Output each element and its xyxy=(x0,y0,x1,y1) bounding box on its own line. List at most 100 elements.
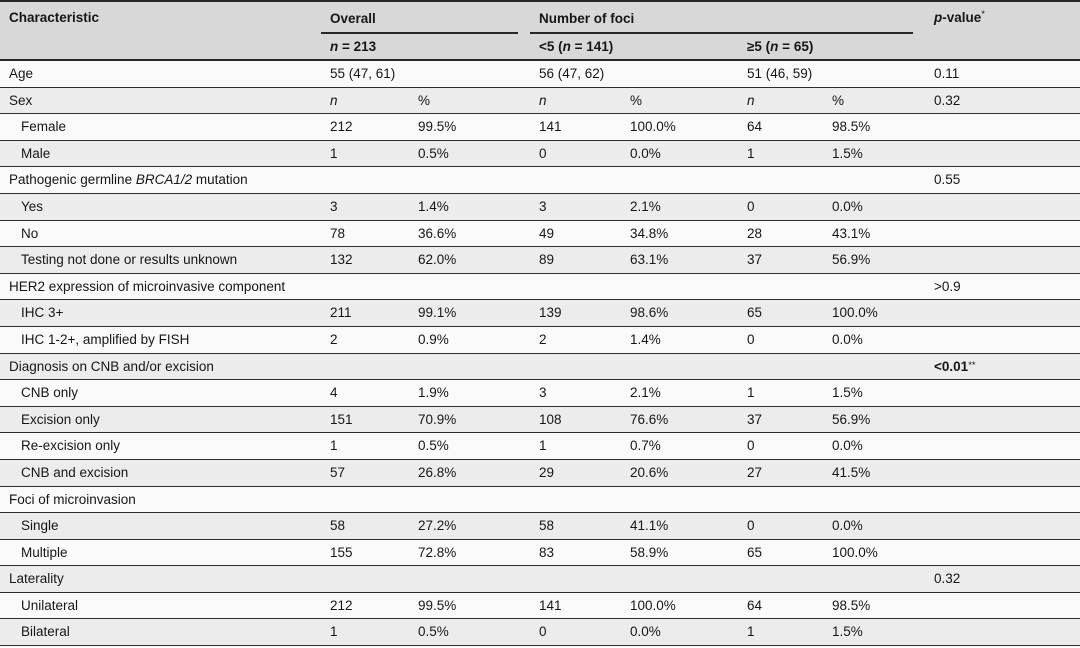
n-cell: 57 xyxy=(321,459,409,487)
text-fragment: Female xyxy=(21,119,67,135)
row-label: IHC 1-2+, amplified by FISH xyxy=(0,326,321,354)
table-row: Diagnosis on CNB and/or excision <0.01** xyxy=(0,353,1080,381)
pct-cell: 100.0% xyxy=(621,592,738,620)
table-row: CNB and excision 57 26.8% 29 20.6% 27 41.5% xyxy=(0,459,1080,487)
pct-cell: 100.0% xyxy=(823,299,926,327)
n-cell: 28 xyxy=(738,220,823,248)
text-fragment: 65) xyxy=(793,39,814,54)
text-fragment: n xyxy=(770,39,779,54)
n-cell xyxy=(530,166,621,194)
text-fragment: Laterality xyxy=(9,571,64,587)
pct-cell xyxy=(823,486,926,514)
pct-cell: % xyxy=(621,87,738,115)
row-label: Single xyxy=(0,512,321,540)
n-cell: 3 xyxy=(530,379,621,407)
pct-cell: 27.2% xyxy=(409,512,530,540)
pct-cell: 99.5% xyxy=(409,113,530,141)
pct-cell xyxy=(409,166,530,194)
p-value-cell xyxy=(925,432,1080,460)
text-fragment: 213 xyxy=(353,39,377,54)
p-value-cell: 0.32 xyxy=(925,87,1080,115)
text-fragment: Sex xyxy=(9,92,33,108)
pct-cell: 20.6% xyxy=(621,459,738,487)
p-value-cell xyxy=(925,193,1080,221)
p-value-cell xyxy=(925,379,1080,407)
n-cell xyxy=(738,565,823,593)
n-cell: 0 xyxy=(738,432,823,460)
n-cell: 58 xyxy=(321,512,409,540)
header-row-subgroups: n = 213 <5 (n = 141) ≥5 (n = 65) xyxy=(0,34,1080,61)
pct-cell: 0.5% xyxy=(409,432,530,460)
text-fragment: 0.32 xyxy=(934,92,961,108)
pct-cell: 99.5% xyxy=(409,592,530,620)
table-row: HER2 expression of microinvasive compone… xyxy=(0,273,1080,301)
table-row: Excision only 151 70.9% 108 76.6% 37 56.9% xyxy=(0,406,1080,434)
pct-cell xyxy=(823,353,926,381)
p-value-cell xyxy=(925,539,1080,567)
text-fragment: n xyxy=(330,39,339,54)
subheader-foci-lt5: <5 (n = 141) xyxy=(530,34,738,61)
p-value-cell: >0.9 xyxy=(925,273,1080,301)
p-value-cell: 0.55 xyxy=(925,166,1080,194)
subheader-foci-ge5: ≥5 (n = 65) xyxy=(738,34,926,61)
row-label: Age xyxy=(0,60,321,88)
p-value-cell: 0.11 xyxy=(925,60,1080,88)
pct-cell xyxy=(621,273,738,301)
n-cell: 89 xyxy=(530,246,621,274)
table-row: CNB only 4 1.9% 3 2.1% 1 1.5% xyxy=(0,379,1080,407)
table-row: Age 55 (47, 61) 56 (47, 62) 51 (46, 59) 0.11 xyxy=(0,60,1080,88)
n-cell: 29 xyxy=(530,459,621,487)
text-fragment: IHC 3+ xyxy=(21,305,64,321)
n-cell: 4 xyxy=(321,379,409,407)
n-cell: 132 xyxy=(321,246,409,274)
table-row: Multiple 155 72.8% 83 58.9% 65 100.0% xyxy=(0,539,1080,567)
pct-cell xyxy=(409,353,530,381)
n-cell: 37 xyxy=(738,246,823,274)
n-cell: 64 xyxy=(738,592,823,620)
p-value-cell xyxy=(925,618,1080,647)
text-fragment: Bilateral xyxy=(21,624,70,640)
col-header-pvalue: p-value* xyxy=(925,1,1080,61)
n-cell xyxy=(530,273,621,301)
text-fragment: CNB and excision xyxy=(21,464,129,480)
row-label: Bilateral xyxy=(0,618,321,647)
pct-cell: 1.5% xyxy=(823,140,926,168)
pct-cell xyxy=(409,486,530,514)
text-fragment: ** xyxy=(968,359,976,371)
pct-cell: 98.5% xyxy=(823,113,926,141)
n-cell xyxy=(738,166,823,194)
table-row: Sex n% n% n% 0.32 xyxy=(0,87,1080,115)
p-value-cell xyxy=(925,406,1080,434)
pct-cell: 62.0% xyxy=(409,246,530,274)
summary-value-cell: 51 (46, 59) xyxy=(738,60,926,88)
n-cell: 0 xyxy=(738,193,823,221)
pct-cell xyxy=(823,565,926,593)
pct-cell: 98.6% xyxy=(621,299,738,327)
pct-cell: 0.7% xyxy=(621,432,738,460)
pct-cell: 34.8% xyxy=(621,220,738,248)
n-cell xyxy=(530,353,621,381)
text-fragment: Pathogenic germline xyxy=(9,172,136,188)
n-cell xyxy=(321,565,409,593)
p-value-cell xyxy=(925,113,1080,141)
row-label: Female xyxy=(0,113,321,141)
pct-cell: 56.9% xyxy=(823,406,926,434)
n-cell xyxy=(738,353,823,381)
n-cell: 0 xyxy=(530,140,621,168)
pct-cell: 0.0% xyxy=(823,193,926,221)
pct-cell xyxy=(621,565,738,593)
text-fragment: -value xyxy=(942,10,982,25)
text-fragment: = xyxy=(778,39,794,54)
n-cell: 49 xyxy=(530,220,621,248)
table-row: Bilateral 1 0.5% 0 0.0% 1 1.5% xyxy=(0,618,1080,647)
p-value-cell xyxy=(925,140,1080,168)
pct-cell: 58.9% xyxy=(621,539,738,567)
n-cell: 151 xyxy=(321,406,409,434)
n-cell: 141 xyxy=(530,592,621,620)
pct-cell xyxy=(621,486,738,514)
text-fragment: 0.55 xyxy=(934,172,961,188)
n-cell: 64 xyxy=(738,113,823,141)
pct-cell: 63.1% xyxy=(621,246,738,274)
n-cell: 1 xyxy=(738,379,823,407)
text-fragment: >0.9 xyxy=(934,278,961,294)
